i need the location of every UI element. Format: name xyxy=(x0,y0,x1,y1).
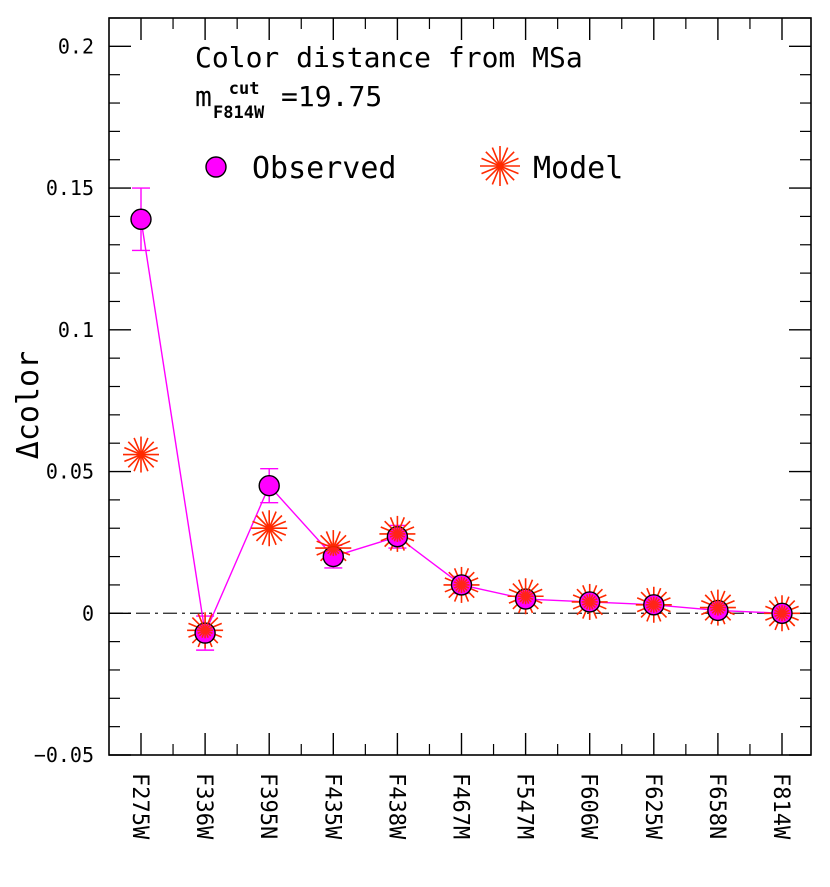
model-point-overlay xyxy=(389,525,406,542)
plot-frame xyxy=(108,17,812,756)
model-point-overlay xyxy=(581,593,598,610)
model-point-overlay xyxy=(197,622,214,639)
title-subscript: F814W xyxy=(213,103,265,123)
x-category-label: F606W xyxy=(576,773,601,840)
x-category-label: F467M xyxy=(448,773,473,839)
x-category-label: F547M xyxy=(512,773,537,839)
model-point-overlay xyxy=(517,588,534,605)
model-point-overlay xyxy=(774,605,790,622)
model-point xyxy=(123,436,159,473)
x-category-label: F395N xyxy=(255,773,280,839)
legend-model-marker xyxy=(480,146,520,186)
y-axis-label: Δcolor xyxy=(11,351,46,459)
chart-title-line1: Color distance from MSa xyxy=(195,41,583,74)
x-category-label: F438W xyxy=(383,773,408,840)
chart-title-line2: m cut F814W =19.75 xyxy=(195,68,382,125)
model-point-overlay xyxy=(709,599,726,616)
observed-point xyxy=(258,475,280,497)
legend-model-label: Model xyxy=(533,151,623,186)
y-tick-label: 0.1 xyxy=(58,318,94,342)
x-category-label: F814W xyxy=(768,773,793,840)
legend-observed-label: Observed xyxy=(252,151,397,186)
x-category-label: F275W xyxy=(127,773,152,840)
observed-point xyxy=(130,208,152,230)
y-tick-label: 0 xyxy=(82,601,94,625)
legend: Observed Model xyxy=(205,146,623,186)
title-m: m xyxy=(195,80,212,113)
legend-observed-marker xyxy=(205,156,227,178)
title-value: =19.75 xyxy=(281,80,382,113)
y-tick-label: 0.2 xyxy=(58,34,94,58)
x-category-label: F336W xyxy=(191,773,216,840)
model-point-overlay xyxy=(453,576,470,593)
y-tick-label: 0.05 xyxy=(46,460,94,484)
y-tick-label: 0.15 xyxy=(46,176,94,200)
model-point xyxy=(251,510,288,547)
y-tick-label: −0.05 xyxy=(34,743,94,767)
x-category-label: F625W xyxy=(640,773,665,840)
model-point-overlay xyxy=(645,596,662,613)
model-point-overlay xyxy=(325,540,342,557)
x-category-label: F435W xyxy=(319,773,344,840)
title-superscript: cut xyxy=(229,79,260,99)
x-category-label: F658N xyxy=(704,773,729,839)
